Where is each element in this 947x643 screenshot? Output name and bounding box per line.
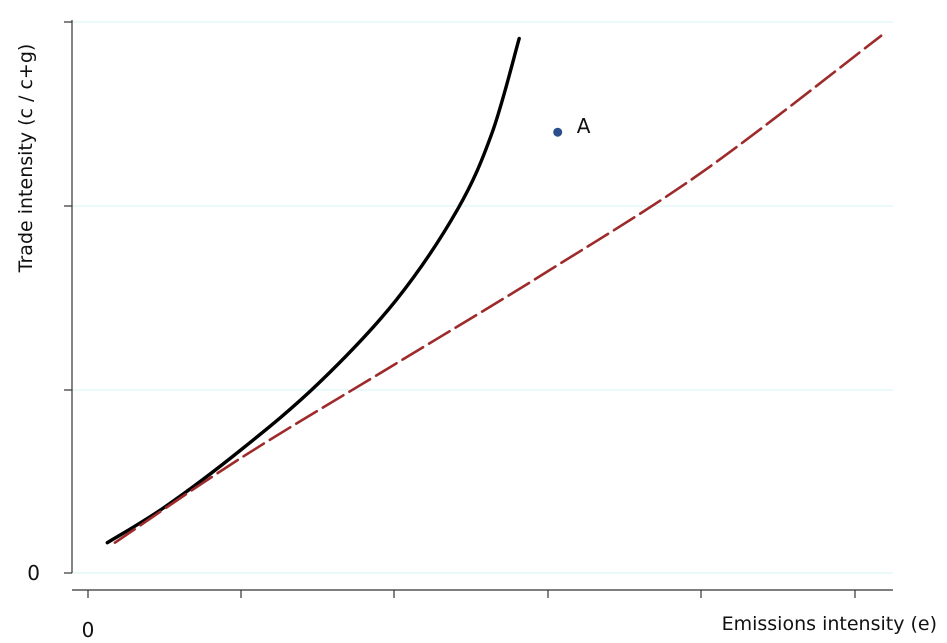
point-label-a: A [577,114,591,138]
point-a [553,127,563,137]
y-axis-ticks [64,21,72,574]
points-layer: A [553,114,591,138]
solid-curve-series-0 [105,36,521,545]
gridlines [72,21,893,574]
y-axis-origin-label: 0 [27,561,40,585]
x-axis-ticks [87,590,856,598]
series-layer [105,34,883,545]
x-axis-origin-label: 0 [82,618,95,642]
dashed-curve-series-1 [113,34,883,544]
x-axis-title: Emissions intensity (e) [722,613,937,635]
y-axis-title: Trade intensity (c / c+g) [15,44,37,274]
